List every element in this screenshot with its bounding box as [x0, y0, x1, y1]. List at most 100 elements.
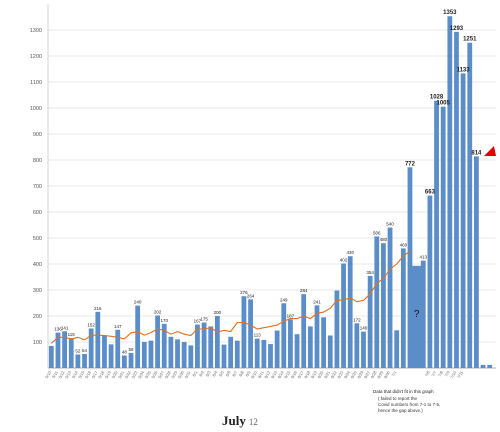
value-label: 354	[366, 270, 374, 275]
value-label: 663	[425, 190, 436, 196]
value-label: 1293	[450, 26, 464, 32]
y-tick-label: 600	[33, 210, 42, 216]
value-label: 460	[400, 242, 408, 247]
x-tick-label: 6/21	[323, 369, 332, 379]
x-tick-label: 5/21	[117, 369, 126, 379]
bar	[241, 296, 247, 368]
bar	[274, 330, 280, 368]
gap-marker: ?	[414, 309, 420, 320]
x-tick-label: 6/20	[316, 369, 325, 379]
value-label: 187	[287, 313, 295, 318]
bar	[327, 335, 333, 368]
value-label: 54	[82, 348, 88, 353]
bar	[214, 316, 220, 368]
value-label: 814	[471, 150, 482, 156]
x-tick-label: 6/14	[276, 369, 285, 379]
y-tick-label: 700	[33, 184, 42, 190]
annotation-title: Data that didn't fit in this graph	[373, 389, 434, 394]
x-tick-label: 5/27	[157, 369, 166, 379]
value-label: 430	[346, 250, 354, 255]
x-tick-label: 5/15	[77, 369, 86, 379]
bar	[301, 294, 307, 368]
value-label: 200	[214, 310, 222, 315]
value-label: 413	[420, 255, 428, 260]
bar	[387, 227, 393, 368]
x-tick-label: 6/15	[283, 369, 292, 379]
y-tick-label: 300	[33, 288, 42, 294]
bar	[55, 332, 61, 368]
x-tick-label: 6/23	[336, 369, 345, 379]
x-tick-label: 5/19	[104, 369, 113, 379]
x-tick-label: 7/6	[424, 369, 431, 377]
x-tick-label: 5/30	[177, 369, 186, 379]
bar	[467, 42, 473, 369]
value-label: 48	[122, 350, 128, 355]
x-tick-label: 6/7	[231, 369, 238, 377]
value-label: 540	[386, 222, 394, 227]
bar	[201, 322, 207, 368]
value-label: 115	[68, 332, 76, 337]
x-tick-label: 6/29	[376, 369, 385, 379]
x-tick-label: 5/13	[64, 369, 73, 379]
x-tick-label: 5/20	[110, 369, 119, 379]
x-tick-label: 6/28	[369, 369, 378, 379]
x-tick-label: 5/22	[124, 369, 133, 379]
x-tick-label: 5/18	[97, 369, 106, 379]
bar	[314, 305, 320, 368]
x-tick-label: 7/11	[456, 369, 464, 379]
value-label: 480	[380, 237, 388, 242]
x-tick-label: 7/10	[449, 369, 458, 379]
x-tick-label: 6/12	[263, 369, 272, 379]
bar	[341, 263, 346, 368]
x-tick-label: 6/19	[310, 369, 319, 379]
x-tick-label: 6/16	[290, 369, 299, 379]
date-caption: July 12	[222, 413, 258, 429]
value-label: 249	[280, 297, 288, 302]
y-tick-label: 500	[33, 236, 42, 242]
x-tick-label: 6/11	[257, 369, 265, 379]
bar	[460, 73, 466, 369]
x-tick-label: 6/1	[191, 369, 198, 377]
bar	[102, 335, 107, 368]
x-tick-label: 5/12	[57, 369, 66, 379]
value-label: 167	[194, 319, 202, 324]
bar	[128, 352, 134, 368]
bar	[62, 331, 67, 368]
bar	[381, 243, 386, 368]
bar	[88, 328, 94, 368]
x-tick-label: 6/26	[356, 369, 365, 379]
x-tick-label: 6/13	[270, 369, 279, 379]
annotations: Data that didn't fit in this graph ( fail…	[373, 389, 440, 413]
bar	[121, 355, 127, 368]
bar	[420, 260, 426, 368]
x-tick-label: 5/11	[51, 369, 59, 379]
x-tick-label: 5/17	[90, 369, 99, 379]
value-label: 216	[94, 306, 102, 311]
x-tick-label: 7/7	[430, 369, 437, 377]
x-tick-label: 5/29	[170, 369, 179, 379]
value-label: 1353	[443, 10, 457, 16]
bar	[188, 345, 194, 368]
bar	[454, 31, 459, 368]
bar	[294, 334, 300, 368]
x-tick-label: 6/9	[244, 369, 251, 377]
x-tick-label: 5/25	[144, 369, 153, 379]
bar	[221, 344, 227, 368]
bar	[447, 16, 453, 368]
x-tick-label: 6/17	[296, 369, 305, 379]
x-tick-label: 7/9	[444, 369, 451, 377]
bar	[108, 344, 114, 368]
bar	[347, 256, 353, 368]
caption-day: 12	[248, 417, 258, 427]
x-axis-tick-labels: 5/105/115/125/135/145/155/165/175/185/19…	[44, 369, 464, 379]
bar	[161, 323, 167, 368]
y-tick-label: 1200	[30, 54, 42, 60]
x-tick-label: 5/28	[164, 369, 173, 379]
x-tick-label: 5/23	[130, 369, 139, 379]
bar	[135, 305, 141, 368]
value-label: 202	[154, 309, 162, 314]
y-tick-label: 1300	[30, 28, 42, 34]
bar	[234, 340, 240, 368]
bar	[440, 106, 446, 368]
